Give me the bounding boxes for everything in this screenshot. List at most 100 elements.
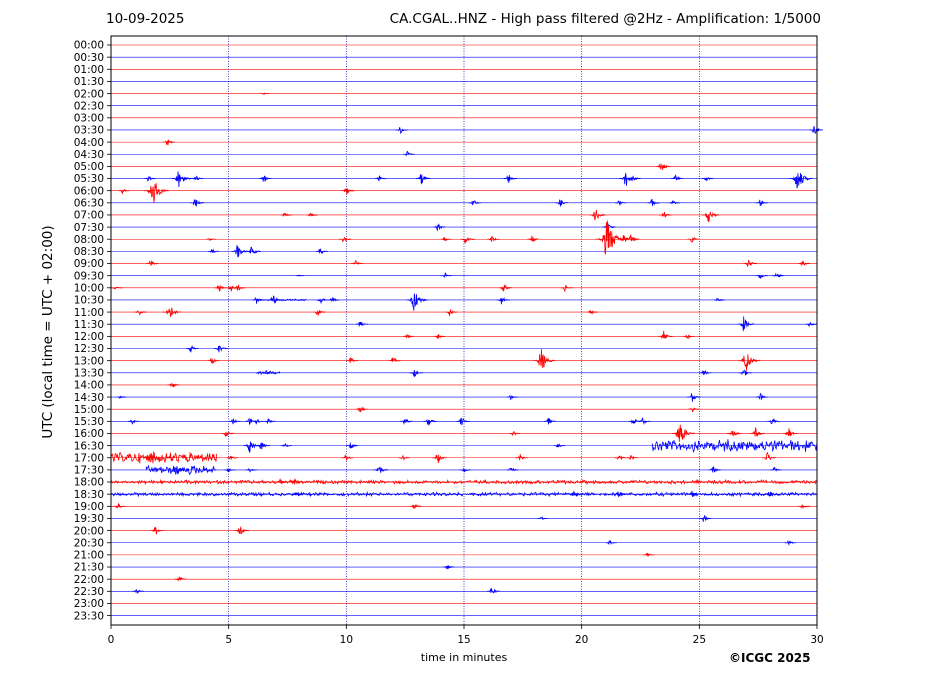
seismic-event bbox=[224, 468, 236, 473]
y-tick-label: 17:30 bbox=[74, 465, 104, 477]
y-tick-label: 19:00 bbox=[74, 501, 104, 513]
seismic-event bbox=[683, 334, 695, 339]
seismic-event bbox=[256, 442, 271, 450]
seismic-event bbox=[341, 454, 354, 462]
y-tick-label: 13:00 bbox=[74, 355, 104, 367]
seismic-event bbox=[433, 223, 446, 232]
noise-band bbox=[258, 298, 307, 302]
y-tick-label: 11:30 bbox=[74, 319, 104, 331]
seismic-event bbox=[809, 125, 824, 134]
seismic-event bbox=[346, 357, 359, 364]
seismic-event bbox=[605, 540, 617, 546]
seismic-event bbox=[702, 211, 720, 223]
seismic-event bbox=[409, 369, 423, 377]
seismic-events bbox=[110, 92, 824, 594]
x-tick-label: 25 bbox=[693, 634, 706, 646]
y-axis: 00:0000:3001:0001:3002:0002:3003:0003:30… bbox=[74, 40, 111, 622]
seismic-event bbox=[171, 171, 192, 188]
seismic-event bbox=[346, 442, 359, 449]
seismic-event bbox=[134, 310, 147, 316]
noise-band bbox=[110, 450, 218, 464]
x-tick-label: 20 bbox=[575, 634, 588, 646]
seismic-event bbox=[207, 248, 220, 254]
seismic-event bbox=[772, 272, 785, 278]
seismic-event bbox=[586, 310, 599, 315]
seismic-event bbox=[687, 490, 700, 497]
seismic-event bbox=[190, 198, 205, 207]
x-tick-label: 10 bbox=[340, 634, 353, 646]
y-tick-label: 17:00 bbox=[74, 452, 104, 464]
seismic-event bbox=[506, 467, 519, 472]
y-tick-label: 21:00 bbox=[74, 550, 104, 562]
seismic-event bbox=[569, 490, 584, 498]
seismic-event bbox=[116, 395, 127, 399]
seismic-event bbox=[618, 234, 633, 242]
y-tick-label: 16:30 bbox=[74, 440, 104, 452]
seismic-event bbox=[145, 452, 160, 461]
seismic-event bbox=[659, 212, 672, 218]
seismic-event bbox=[638, 417, 651, 426]
y-tick-label: 10:00 bbox=[74, 283, 104, 295]
seismic-event bbox=[313, 309, 326, 316]
seismic-event bbox=[388, 357, 401, 362]
chart-title: CA.CGAL..HNZ - High pass filtered @2Hz -… bbox=[389, 11, 821, 27]
y-tick-label: 05:30 bbox=[74, 173, 104, 185]
seismic-event bbox=[503, 175, 517, 183]
seismic-event bbox=[280, 442, 293, 448]
seismic-event bbox=[398, 454, 410, 461]
seismic-event bbox=[765, 491, 778, 497]
seismic-event bbox=[315, 298, 328, 305]
seismic-event bbox=[533, 348, 556, 369]
seismic-event bbox=[440, 272, 453, 278]
seismic-event bbox=[750, 426, 765, 437]
seismic-event bbox=[289, 478, 303, 485]
seismic-event bbox=[162, 139, 175, 146]
seismic-event bbox=[658, 330, 673, 340]
y-tick-label: 11:00 bbox=[74, 307, 104, 319]
seismic-event bbox=[755, 392, 769, 401]
seismic-event bbox=[713, 297, 726, 302]
seismic-event bbox=[614, 491, 628, 498]
seismic-event bbox=[784, 540, 796, 546]
seismic-event bbox=[468, 200, 481, 206]
seismic-event bbox=[190, 175, 204, 181]
seismic-event bbox=[440, 236, 453, 242]
y-tick-label: 07:30 bbox=[74, 222, 104, 234]
y-tick-label: 08:30 bbox=[74, 246, 104, 258]
seismic-event bbox=[415, 174, 431, 185]
seismic-event bbox=[259, 175, 272, 182]
trace-lines bbox=[111, 44, 817, 616]
seismic-event bbox=[443, 565, 455, 570]
seismic-event bbox=[205, 237, 216, 242]
seismic-event bbox=[221, 431, 234, 437]
y-tick-label: 09:00 bbox=[74, 258, 104, 270]
y-tick-label: 04:30 bbox=[74, 149, 104, 161]
seismic-event bbox=[231, 244, 249, 258]
seismic-event bbox=[245, 468, 257, 473]
seismic-event bbox=[647, 198, 660, 207]
seismic-event bbox=[403, 151, 415, 157]
seismic-event bbox=[595, 220, 627, 255]
seismic-event bbox=[487, 588, 501, 594]
y-tick-label: 22:30 bbox=[74, 586, 104, 598]
y-tick-label: 07:00 bbox=[74, 210, 104, 222]
seismic-event bbox=[702, 177, 714, 182]
seismic-event bbox=[687, 236, 700, 243]
seismic-event bbox=[118, 189, 130, 195]
y-tick-label: 14:00 bbox=[74, 380, 104, 392]
seismic-event bbox=[234, 526, 250, 535]
seismic-event bbox=[400, 418, 413, 425]
seismic-event bbox=[433, 334, 446, 339]
seismic-event bbox=[628, 175, 641, 182]
seismic-event bbox=[614, 455, 627, 461]
seismic-event bbox=[671, 174, 684, 181]
seismic-event bbox=[355, 406, 368, 413]
y-tick-label: 03:30 bbox=[74, 125, 104, 137]
seismic-event bbox=[292, 491, 305, 497]
seismic-event bbox=[560, 284, 573, 293]
seismic-event bbox=[656, 162, 671, 170]
seismic-event bbox=[432, 454, 448, 464]
seismic-event bbox=[496, 296, 511, 305]
seismic-event bbox=[295, 274, 305, 277]
y-tick-label: 01:00 bbox=[74, 64, 104, 76]
